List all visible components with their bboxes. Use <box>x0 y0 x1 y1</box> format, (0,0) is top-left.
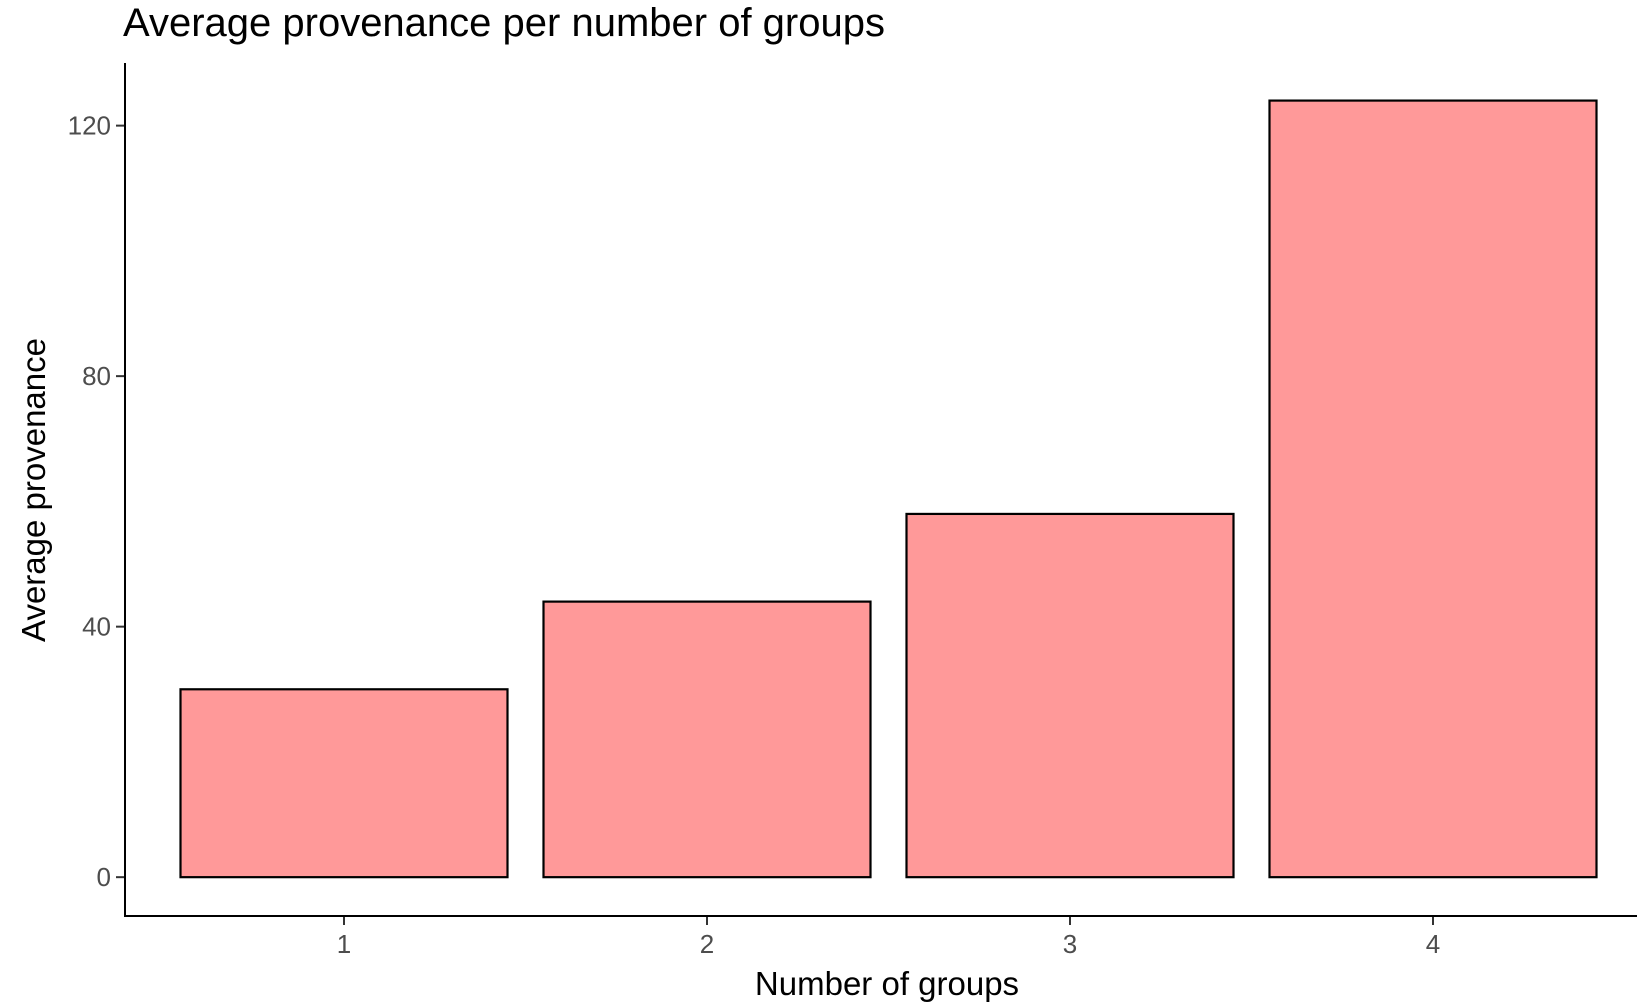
x-tick-label: 2 <box>700 929 714 959</box>
chart-title: Average provenance per number of groups <box>123 1 885 45</box>
y-tick-label: 0 <box>97 862 111 892</box>
y-axis-ticks: 0 40 80 120 <box>68 111 125 892</box>
x-axis-label: Number of groups <box>755 965 1019 1002</box>
y-tick-label: 120 <box>68 111 111 141</box>
y-tick-label: 40 <box>82 612 111 642</box>
bar-1 <box>179 688 509 879</box>
bar-3 <box>905 512 1235 879</box>
bar-4 <box>1268 99 1598 879</box>
x-tick-label: 4 <box>1426 929 1440 959</box>
bar-2 <box>542 600 872 879</box>
x-tick-label: 3 <box>1063 929 1077 959</box>
y-tick-label: 80 <box>82 361 111 391</box>
y-axis-label: Average provenance <box>15 338 52 642</box>
x-tick-label: 1 <box>337 929 351 959</box>
x-axis-ticks: 1 2 3 4 <box>337 916 1440 959</box>
bars-group <box>179 99 1598 879</box>
